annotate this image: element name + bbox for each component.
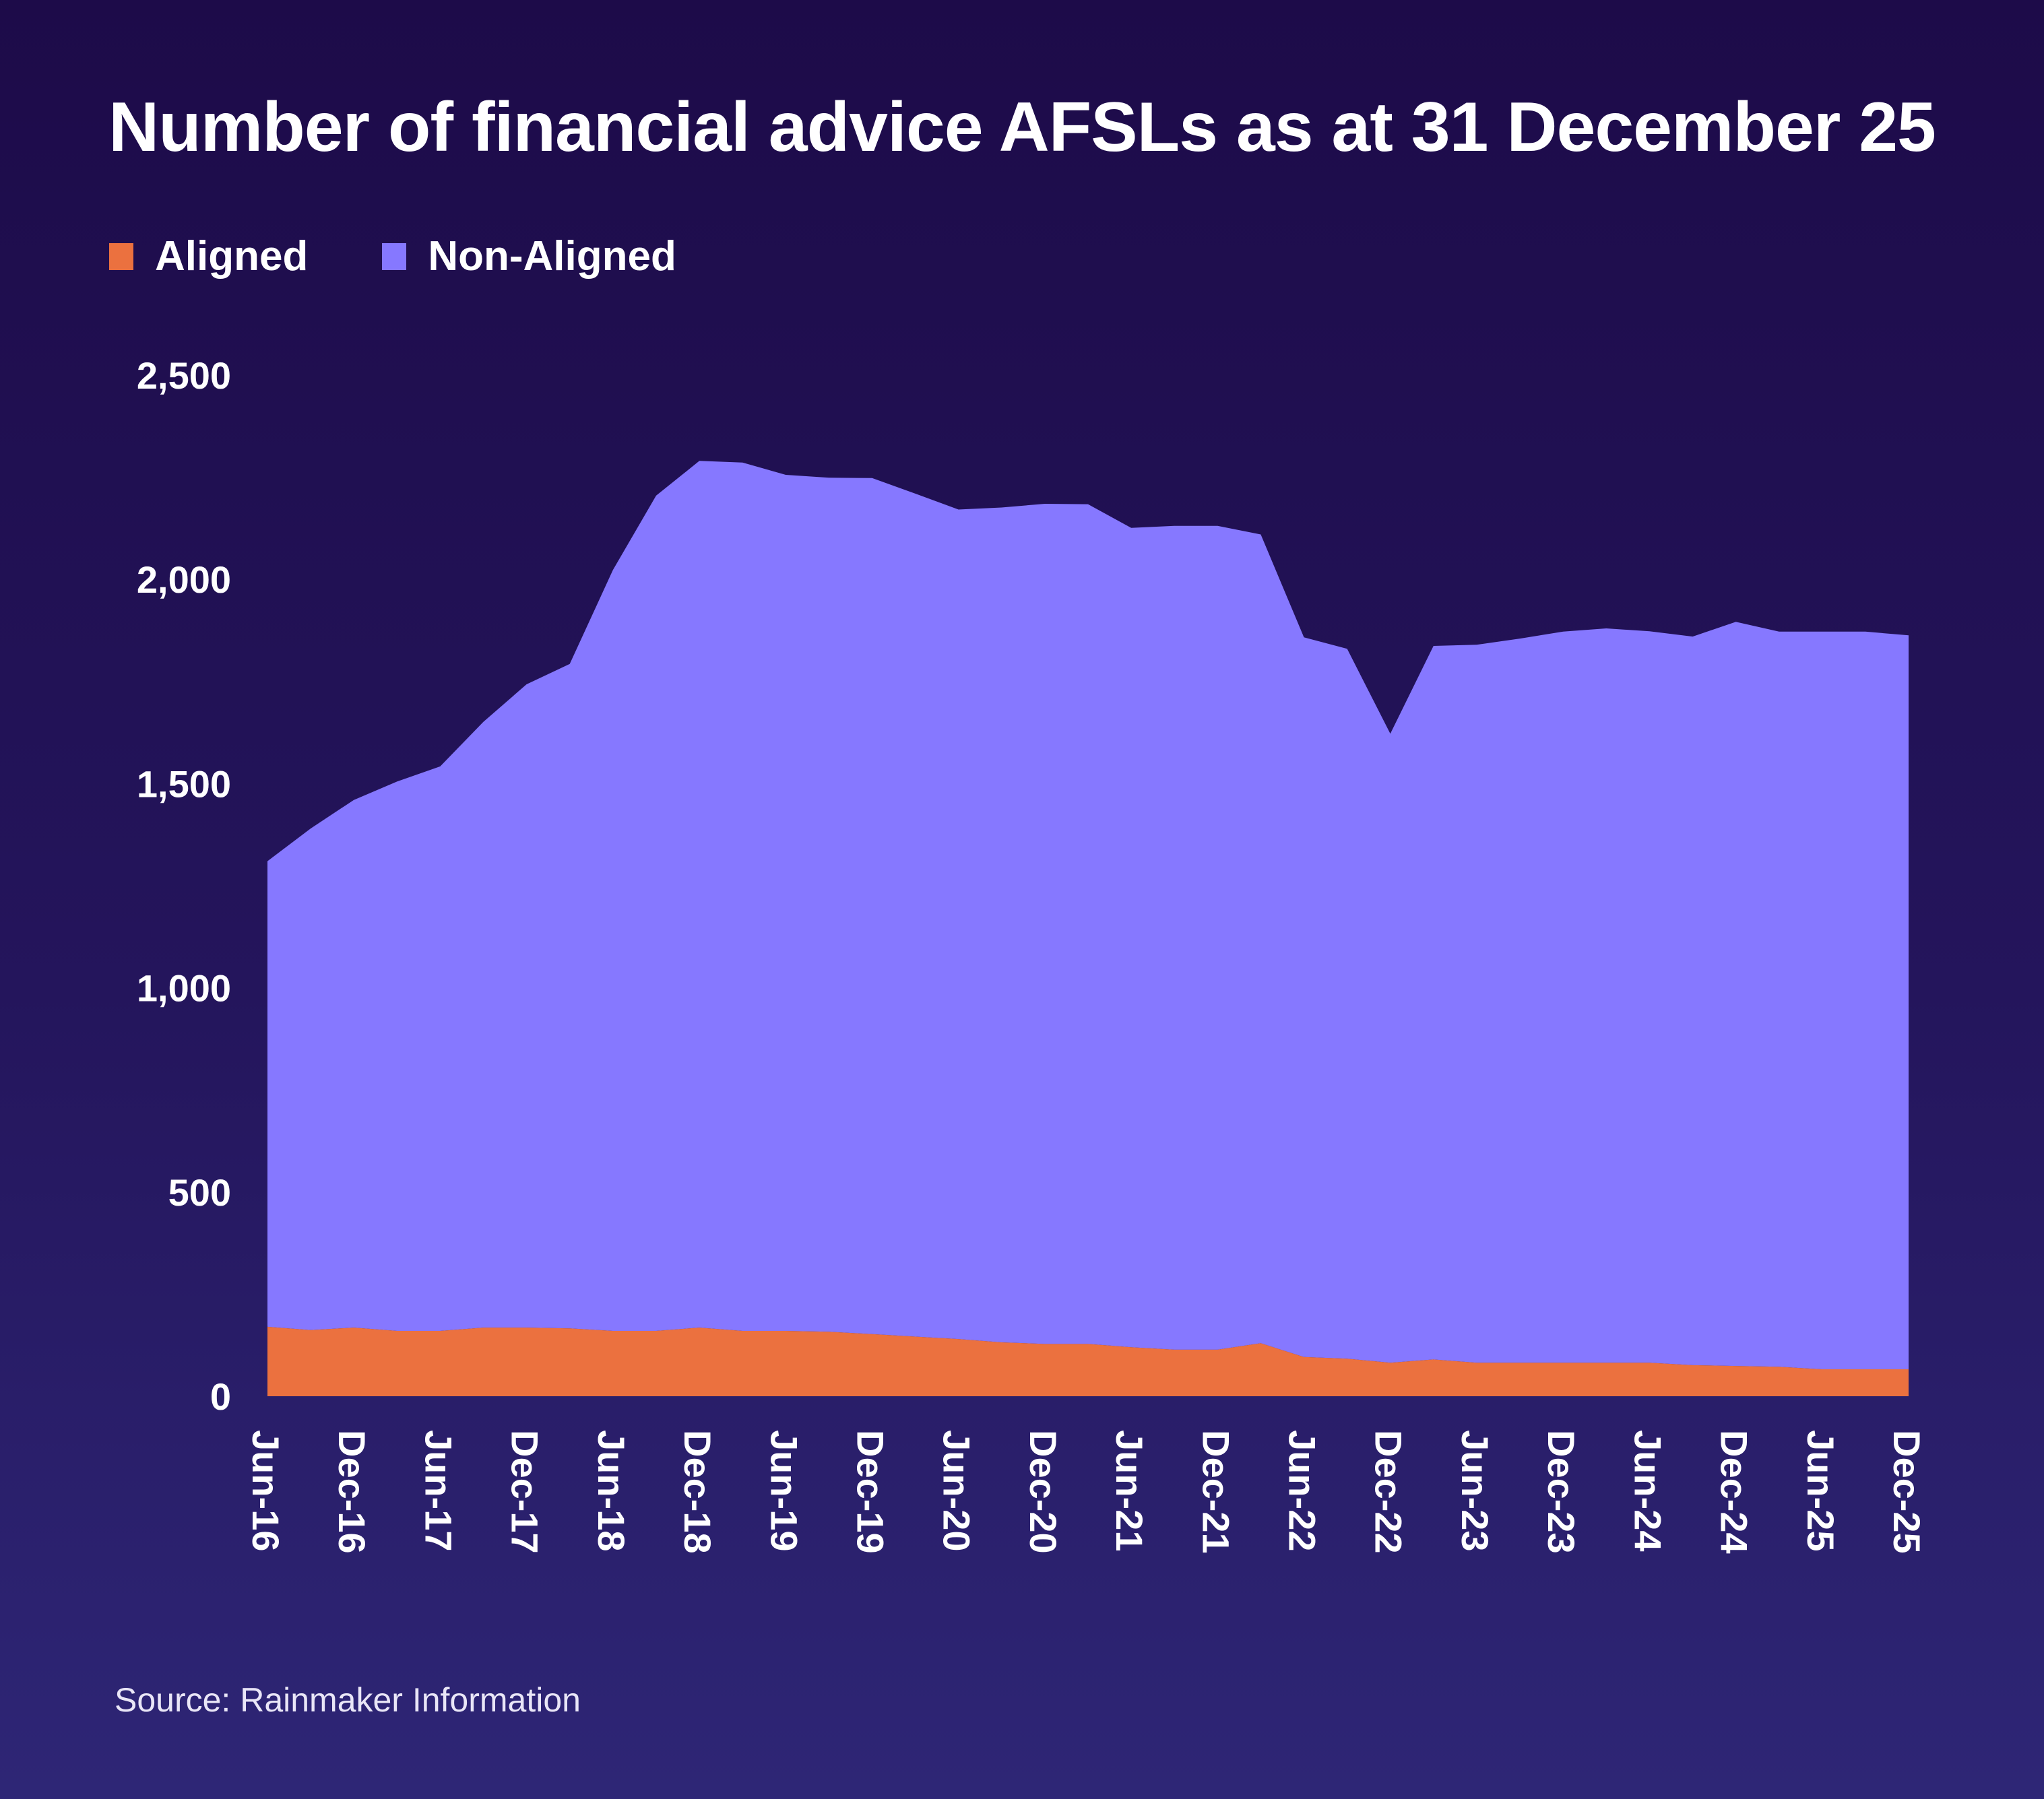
source-note: Source: Rainmaker Information <box>115 1681 581 1719</box>
x-tick-label: Dec-18 <box>676 1430 719 1554</box>
x-tick-label: Dec-22 <box>1368 1430 1410 1554</box>
legend-item-non-aligned: Non-Aligned <box>382 232 676 280</box>
x-tick-label: Jun-18 <box>590 1430 633 1552</box>
x-tick-label: Jun-20 <box>936 1430 978 1552</box>
chart-title: Number of financial advice AFSLs as at 3… <box>108 88 1936 166</box>
x-tick-label: Jun-25 <box>1799 1430 1842 1552</box>
y-tick-label: 2,000 <box>137 558 231 601</box>
x-tick-label: Jun-22 <box>1281 1430 1324 1552</box>
legend-swatch-non-aligned <box>382 242 407 270</box>
y-tick-label: 0 <box>210 1375 231 1418</box>
x-tick-label: Dec-21 <box>1194 1430 1237 1554</box>
x-tick-label: Jun-17 <box>417 1430 459 1552</box>
legend-item-aligned: Aligned <box>109 232 308 280</box>
y-tick-label: 2,500 <box>137 354 231 397</box>
x-tick-label: Jun-16 <box>245 1430 287 1552</box>
x-tick-label: Dec-20 <box>1022 1430 1064 1554</box>
legend-label-aligned: Aligned <box>155 233 309 280</box>
y-tick-label: 1,000 <box>137 967 231 1010</box>
x-tick-label: Jun-21 <box>1108 1430 1151 1552</box>
x-tick-label: Dec-25 <box>1886 1430 1928 1554</box>
x-tick-label: Jun-19 <box>763 1430 805 1552</box>
y-tick-label: 500 <box>168 1171 231 1214</box>
legend-label-non-aligned: Non-Aligned <box>428 233 676 280</box>
x-tick-label: Jun-24 <box>1626 1430 1669 1552</box>
legend-swatch-aligned <box>109 242 133 270</box>
area-series-aligned <box>267 1326 1909 1396</box>
x-tick-label: Jun-23 <box>1454 1430 1496 1552</box>
x-tick-label: Dec-17 <box>504 1430 546 1554</box>
x-tick-label: Dec-23 <box>1540 1430 1583 1554</box>
legend: Aligned Non-Aligned <box>109 232 750 280</box>
x-tick-label: Dec-16 <box>331 1430 373 1554</box>
y-tick-label: 1,500 <box>137 762 231 805</box>
area-series-non-aligned <box>267 461 1909 1369</box>
x-tick-label: Dec-24 <box>1713 1430 1756 1554</box>
x-tick-label: Dec-19 <box>850 1430 892 1554</box>
